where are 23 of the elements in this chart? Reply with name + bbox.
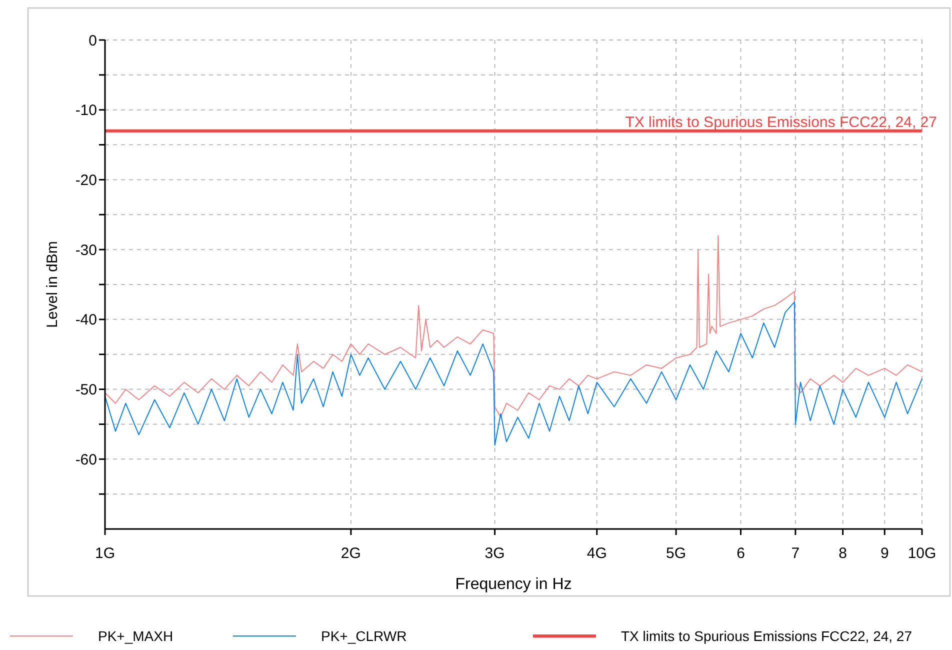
y-tick-label: -40 — [75, 312, 97, 329]
legend-label: PK+_MAXH — [98, 628, 174, 644]
legend-label: PK+_CLRWR — [321, 628, 407, 644]
y-tick-label: 0 — [88, 32, 97, 50]
y-tick-label: -50 — [75, 382, 97, 399]
x-tick-label: 7 — [791, 545, 800, 562]
x-tick-label: 2G — [340, 545, 361, 562]
y-axis-title: Level in dBm — [44, 241, 61, 328]
y-tick-label: -10 — [75, 102, 97, 120]
x-tick-label: 10G — [908, 545, 936, 562]
x-tick-label: 9 — [880, 545, 889, 562]
x-axis-title: Frequency in Hz — [455, 576, 572, 593]
x-tick-label: 4G — [586, 545, 607, 562]
text: TX limits to Spurious Emissions FCC22, 24, 27 — [621, 628, 912, 644]
y-tick-label: -20 — [75, 172, 97, 189]
x-tick-label: 3G — [484, 545, 505, 562]
x-tick-label: 1G — [94, 545, 116, 562]
ref-line-label: TX limits to Spurious Emissions FCC22, 24, 27 — [625, 114, 937, 131]
x-tick-label: 8 — [838, 545, 847, 562]
y-tick-label: -30 — [75, 242, 97, 259]
x-tick-label: 6 — [736, 545, 745, 562]
y-tick-label: -60 — [75, 451, 97, 468]
x-tick-label: 5G — [666, 545, 686, 562]
